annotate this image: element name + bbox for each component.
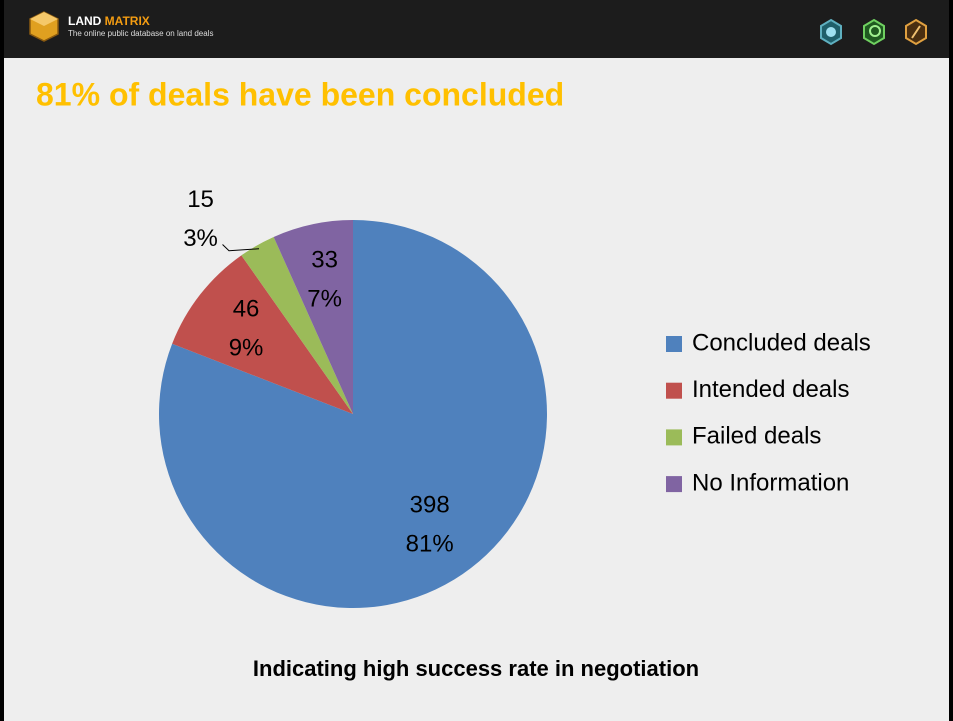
data-label-value: 15 <box>187 186 214 213</box>
legend-swatch <box>666 382 682 399</box>
legend-swatch <box>666 429 682 446</box>
data-label-percent: 3% <box>183 225 218 252</box>
data-label-percent: 81% <box>406 530 454 557</box>
pie-slice <box>273 220 353 414</box>
slide-title: 81% of deals have been concluded <box>36 76 564 112</box>
pie-slice <box>241 236 353 414</box>
legend-label: No Information <box>692 469 849 496</box>
icon-edit-pen <box>911 25 921 39</box>
data-label-value: 46 <box>233 296 260 323</box>
tagline: The online public database on land deals <box>68 29 213 38</box>
icon-search[interactable] <box>863 18 885 46</box>
data-label-percent: 7% <box>307 286 342 313</box>
legend-label: Concluded deals <box>692 329 871 356</box>
data-label-value: 33 <box>311 247 338 274</box>
brand-first: LAND <box>68 14 105 28</box>
legend-swatch <box>666 476 682 493</box>
data-label-percent: 9% <box>229 335 264 362</box>
legend-label: Failed deals <box>692 423 821 450</box>
icon-search-lens <box>869 25 881 37</box>
logo-cube-top <box>30 12 58 26</box>
leader-line <box>222 244 260 252</box>
header-icons <box>820 18 927 46</box>
data-label-value: 398 <box>410 491 450 518</box>
logo <box>29 11 59 42</box>
brand: LAND MATRIX <box>68 14 150 28</box>
brand-second: MATRIX <box>105 14 150 28</box>
header-bar <box>4 0 949 58</box>
footnote: Indicating high success rate in negotiat… <box>253 656 699 681</box>
icon-globe-dot <box>826 27 836 37</box>
pie-slice <box>172 255 353 414</box>
legend-swatch <box>666 336 682 352</box>
legend-label: Intended deals <box>692 376 849 403</box>
